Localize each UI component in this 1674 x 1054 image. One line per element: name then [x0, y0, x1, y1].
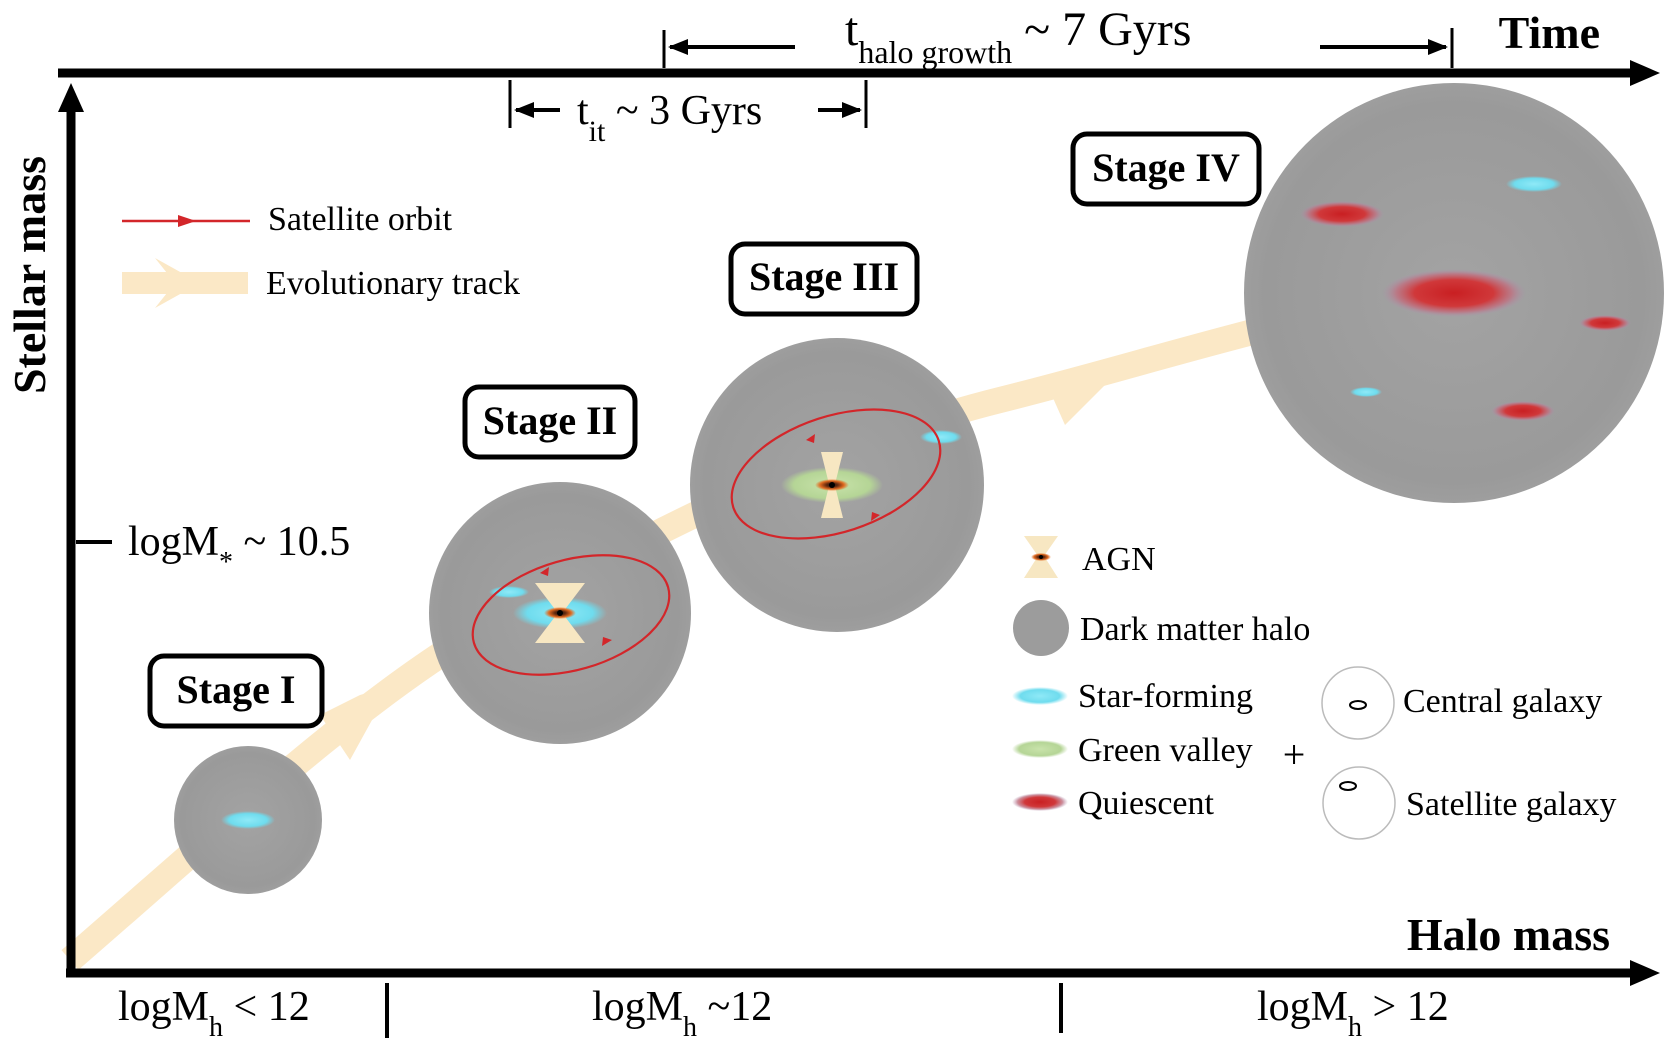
star-forming-satellite	[1350, 387, 1382, 397]
track-arrow-1	[320, 685, 395, 760]
legend-top: Satellite orbit Evolutionary track	[122, 201, 520, 308]
track-arrow-2	[1045, 370, 1120, 425]
black-hole	[829, 482, 835, 488]
halo-bin-low: logMh < 12	[118, 984, 310, 1043]
halo-bin-high: logMh > 12	[1257, 984, 1449, 1043]
plus-sign: +	[1283, 732, 1306, 777]
agn-legend-label: AGN	[1082, 541, 1156, 578]
halo-mass-label: Halo mass	[1407, 909, 1610, 960]
stage-label: Stage IV	[1092, 145, 1240, 190]
transition-label: tit ~ 3 Gyrs	[577, 88, 762, 148]
satellite-orbit-legend-label: Satellite orbit	[268, 201, 453, 238]
satellite-galaxy-legend-label: Satellite galaxy	[1406, 786, 1617, 823]
central-quiescent-galaxy	[1382, 269, 1526, 317]
axes	[58, 60, 1660, 1038]
halo-growth-timescale: thalo growth ~ 7 Gyrs	[662, 3, 1454, 70]
stage-2: Stage II	[429, 384, 691, 744]
satellite-orbit	[471, 554, 671, 676]
green-valley-legend-icon	[1012, 740, 1068, 758]
time-axis-arrowhead	[1630, 60, 1660, 86]
quiescent-satellite	[1300, 201, 1384, 227]
stage-1: Stage I	[147, 653, 325, 894]
stellar-mass-tick-label: logM* ~ 10.5	[128, 519, 350, 578]
stage-label: Stage I	[177, 667, 296, 712]
stage-label: Stage II	[483, 398, 617, 443]
satellite-galaxy-legend-icon	[1322, 766, 1396, 840]
evolutionary-track-legend-label: Evolutionary track	[266, 265, 520, 302]
evolutionary-track-legend-arrow	[155, 258, 200, 308]
satellite-orbit	[730, 408, 942, 540]
star-forming-galaxy	[221, 811, 275, 829]
satellite-galaxy	[489, 586, 529, 598]
stage-label-box	[728, 241, 920, 317]
legend-bottom: AGN Dark matter halo Star-forming Green …	[1012, 536, 1617, 840]
dark-matter-halo-legend-icon	[1013, 600, 1069, 656]
stellar-mass-axis-arrowhead	[58, 83, 84, 112]
central-galaxy-legend-label: Central galaxy	[1403, 683, 1602, 720]
stage-label-box	[147, 653, 325, 729]
quiescent-legend-icon	[1012, 793, 1068, 811]
stage-label: Stage III	[749, 254, 899, 299]
dark-matter-halo-legend-label: Dark matter halo	[1080, 611, 1310, 648]
stellar-mass-label: Stellar mass	[4, 156, 55, 394]
quiescent-satellite	[1579, 315, 1631, 331]
satellite-orbit-legend-arrow	[178, 215, 196, 227]
star-forming-legend-icon	[1012, 687, 1068, 705]
stage-label-box	[1070, 131, 1262, 207]
halo-mass-axis-arrowhead	[1630, 960, 1660, 986]
black-hole	[557, 610, 563, 616]
quiescent-legend-label: Quiescent	[1078, 785, 1215, 822]
central-galaxy-legend-icon	[1321, 666, 1395, 740]
satellite-galaxy	[920, 430, 962, 444]
quiescent-satellite	[1491, 401, 1555, 421]
star-forming-satellite	[1506, 176, 1562, 192]
star-forming-legend-label: Star-forming	[1078, 678, 1253, 715]
green-valley-legend-label: Green valley	[1078, 732, 1253, 769]
stage-4: Stage IV	[1070, 83, 1664, 503]
time-label: Time	[1499, 7, 1600, 58]
halo-growth-label: thalo growth ~ 7 Gyrs	[845, 3, 1191, 70]
transition-timescale: tit ~ 3 Gyrs	[508, 80, 868, 148]
stage-label-box	[462, 384, 638, 460]
stage-3: Stage III	[690, 241, 984, 632]
halo-bin-mid: logMh ~12	[592, 984, 772, 1043]
